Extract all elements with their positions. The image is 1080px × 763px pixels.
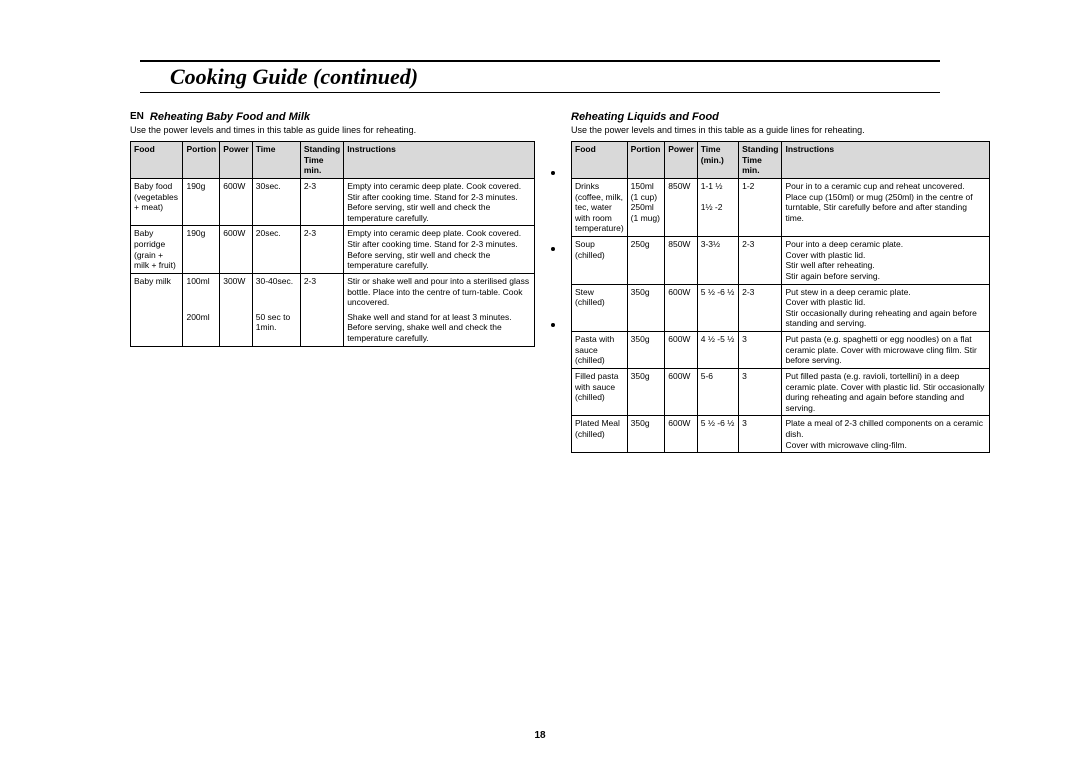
table-cell: 300W — [220, 273, 253, 309]
table-cell: 5 ½ -6 ½ — [697, 284, 738, 332]
column-header: Instructions — [782, 142, 990, 179]
table-cell: Baby milk — [131, 273, 183, 309]
table-cell: 150ml (1 cup) 250ml (1 mug) — [627, 178, 665, 236]
table-cell: 5 ½ -6 ½ — [697, 416, 738, 453]
table-cell: Shake well and stand for at least 3 minu… — [344, 310, 535, 346]
table-row: Plated Meal (chilled)350g600W5 ½ -6 ½3Pl… — [572, 416, 990, 453]
right-section-title: Reheating Liquids and Food — [571, 111, 990, 123]
table-cell: 2-3 — [739, 237, 782, 285]
left-column: EN Reheating Baby Food and Milk Use the … — [130, 111, 535, 453]
column-header: Standing Time min. — [739, 142, 782, 179]
table-cell: Drinks (coffee, milk, tec, water with ro… — [572, 178, 628, 236]
table-cell: 250g — [627, 237, 665, 285]
table-cell: 600W — [220, 178, 253, 226]
table-row: Filled pasta with sauce (chilled)350g600… — [572, 368, 990, 416]
table-cell: 600W — [665, 416, 698, 453]
table-cell: 1-2 — [739, 178, 782, 236]
right-section-intro: Use the power levels and times in this t… — [571, 125, 990, 135]
table-cell: 2-3 — [300, 226, 343, 274]
table-cell: 100ml — [183, 273, 220, 309]
table-row: Soup (chilled)250g850W3-3½2-3Pour into a… — [572, 237, 990, 285]
liquids-food-table: FoodPortionPowerTime (min.)Standing Time… — [571, 141, 990, 453]
table-row: Pasta with sauce (chilled)350g600W4 ½ -5… — [572, 332, 990, 369]
table-cell: 200ml — [183, 310, 220, 346]
column-header: Instructions — [344, 142, 535, 179]
table-row: Stew (chilled)350g600W5 ½ -6 ½2-3Put ste… — [572, 284, 990, 332]
table-cell: 190g — [183, 178, 220, 226]
page-title: Cooking Guide (continued) — [170, 64, 1020, 90]
top-rule — [140, 60, 940, 62]
column-header: Portion — [627, 142, 665, 179]
table-cell: 20sec. — [252, 226, 300, 274]
table-cell: 350g — [627, 368, 665, 416]
column-header: Portion — [183, 142, 220, 179]
table-cell: 2-3 — [300, 273, 343, 309]
table-row: 200ml 50 sec to 1min. Shake well and stand… — [131, 310, 535, 346]
table-cell: Put stew in a deep ceramic plate. Cover … — [782, 284, 990, 332]
table-cell: 5-6 — [697, 368, 738, 416]
table-cell: Plate a meal of 2-3 chilled components o… — [782, 416, 990, 453]
table-cell: 2-3 — [300, 178, 343, 226]
table-cell: Pasta with sauce (chilled) — [572, 332, 628, 369]
table-row: Drinks (coffee, milk, tec, water with ro… — [572, 178, 990, 236]
table-cell: 190g — [183, 226, 220, 274]
table-cell — [300, 310, 343, 346]
table-cell: 3-3½ — [697, 237, 738, 285]
left-section-title: Reheating Baby Food and Milk — [130, 111, 535, 123]
table-row: Baby porridge (grain + milk + fruit)190g… — [131, 226, 535, 274]
right-column: Reheating Liquids and Food Use the power… — [571, 111, 990, 453]
column-header: Food — [131, 142, 183, 179]
table-cell: Put filled pasta (e.g. ravioli, tortelli… — [782, 368, 990, 416]
left-section-intro: Use the power levels and times in this t… — [130, 125, 535, 135]
table-cell: 1-1 ½ 1½ -2 — [697, 178, 738, 236]
table-cell: 50 sec to 1min. — [252, 310, 300, 346]
table-cell — [131, 310, 183, 346]
table-cell: Soup (chilled) — [572, 237, 628, 285]
table-cell: 600W — [220, 226, 253, 274]
binder-holes — [549, 111, 557, 453]
title-rule — [140, 92, 940, 93]
table-cell: Baby food (vegetables + meat) — [131, 178, 183, 226]
table-cell: 30sec. — [252, 178, 300, 226]
table-cell: Empty into ceramic deep plate. Cook cove… — [344, 226, 535, 274]
table-cell: Stir or shake well and pour into a steri… — [344, 273, 535, 309]
table-cell: Filled pasta with sauce (chilled) — [572, 368, 628, 416]
table-cell: 600W — [665, 332, 698, 369]
lang-tag: EN — [130, 111, 144, 123]
table-cell: 850W — [665, 178, 698, 236]
table-cell: Stew (chilled) — [572, 284, 628, 332]
table-cell: Empty into ceramic deep plate. Cook cove… — [344, 178, 535, 226]
column-header: Time (min.) — [697, 142, 738, 179]
table-cell: Put pasta (e.g. spaghetti or egg noodles… — [782, 332, 990, 369]
column-header: Standing Time min. — [300, 142, 343, 179]
table-cell: 600W — [665, 284, 698, 332]
table-cell: Plated Meal (chilled) — [572, 416, 628, 453]
baby-food-table: FoodPortionPowerTimeStanding Time min.In… — [130, 141, 535, 347]
table-cell: Pour in to a ceramic cup and reheat unco… — [782, 178, 990, 236]
column-header: Food — [572, 142, 628, 179]
table-cell: 850W — [665, 237, 698, 285]
table-cell: 350g — [627, 416, 665, 453]
table-cell: 3 — [739, 368, 782, 416]
table-cell: 3 — [739, 332, 782, 369]
table-cell: Pour into a deep ceramic plate. Cover wi… — [782, 237, 990, 285]
table-cell: 350g — [627, 284, 665, 332]
content-columns: EN Reheating Baby Food and Milk Use the … — [130, 111, 990, 453]
table-cell — [220, 310, 253, 346]
table-row: Baby food (vegetables + meat)190g600W30s… — [131, 178, 535, 226]
table-cell: 4 ½ -5 ½ — [697, 332, 738, 369]
table-cell: Baby porridge (grain + milk + fruit) — [131, 226, 183, 274]
page-number: 18 — [0, 730, 1080, 741]
column-header: Power — [665, 142, 698, 179]
table-cell: 350g — [627, 332, 665, 369]
table-cell: 600W — [665, 368, 698, 416]
table-cell: 3 — [739, 416, 782, 453]
column-header: Power — [220, 142, 253, 179]
column-header: Time — [252, 142, 300, 179]
table-row: Baby milk100ml300W30-40sec.2-3Stir or sh… — [131, 273, 535, 309]
table-cell: 2-3 — [739, 284, 782, 332]
table-cell: 30-40sec. — [252, 273, 300, 309]
